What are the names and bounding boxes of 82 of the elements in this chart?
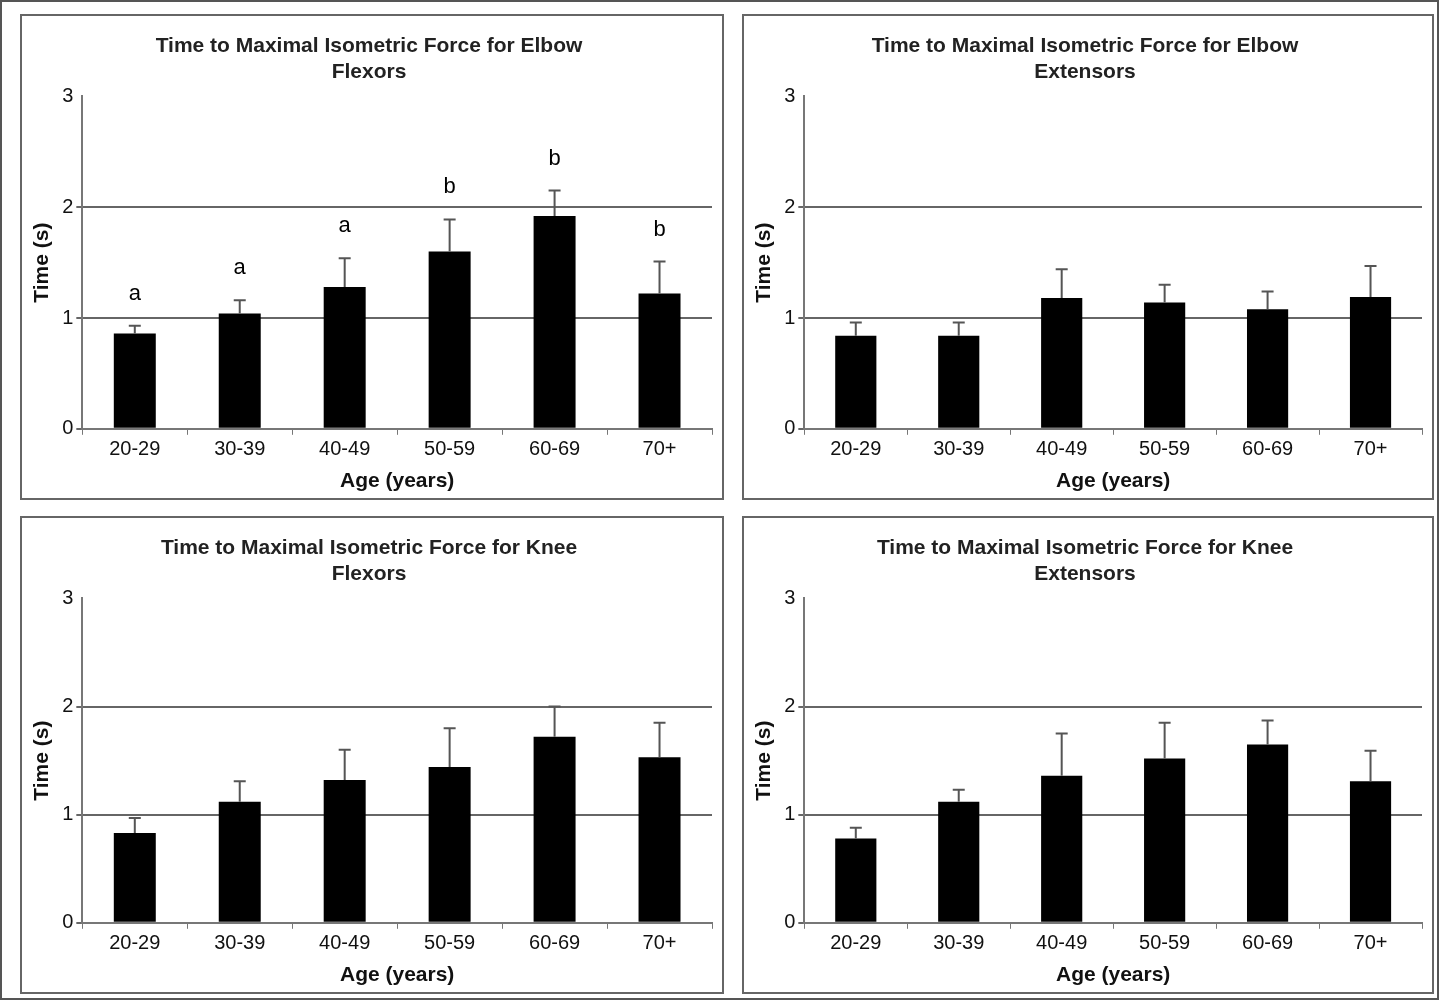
y-axis-title: Time (s) xyxy=(29,222,53,303)
bar xyxy=(638,757,681,922)
y-tick-label: 3 xyxy=(62,585,74,608)
y-axis-title: Time (s) xyxy=(29,720,53,801)
annotation: a xyxy=(338,212,352,238)
x-axis-title: Age (years) xyxy=(1055,962,1171,986)
bar xyxy=(113,833,156,922)
x-tick-label: 40-49 xyxy=(319,931,371,954)
y-tick-label: 3 xyxy=(62,83,74,106)
bar xyxy=(638,293,681,428)
chart-title: Time to Maximal Isometric Force for Knee Extensors xyxy=(876,535,1294,584)
x-tick-label: 20-29 xyxy=(109,931,161,954)
x-tick-label: 60-69 xyxy=(1242,931,1294,954)
y-tick-label: 1 xyxy=(62,802,74,825)
bar xyxy=(428,251,471,428)
x-tick-label: 50-59 xyxy=(1139,931,1191,954)
bar xyxy=(835,335,877,428)
x-tick-label: 30-39 xyxy=(933,931,985,954)
x-tick-label: 70+ xyxy=(1353,931,1388,954)
x-tick-label: 20-29 xyxy=(830,931,882,954)
x-tick-label: 50-59 xyxy=(1139,437,1191,460)
bar xyxy=(323,286,366,428)
bar xyxy=(1246,744,1289,922)
x-axis-title: Age (years) xyxy=(339,962,455,986)
bar xyxy=(1041,775,1083,922)
y-axis-title: Time (s) xyxy=(751,222,775,303)
y-tick-label: 1 xyxy=(784,305,796,328)
x-tick-label: 50-59 xyxy=(424,437,476,460)
bar xyxy=(218,313,261,428)
bar xyxy=(533,736,576,922)
x-tick-label: 20-29 xyxy=(109,437,161,460)
bar xyxy=(323,780,366,922)
annotation: b xyxy=(653,215,666,241)
bar xyxy=(938,335,980,428)
chart-title: Time to Maximal Isometric Force for Elbow Flexors xyxy=(155,33,584,82)
x-tick-label: 30-39 xyxy=(214,931,266,954)
annotation: a xyxy=(128,279,142,305)
annotation: a xyxy=(233,254,247,280)
chart-title: Time to Maximal Isometric Force for Knee Flexors xyxy=(160,535,578,584)
bar xyxy=(428,767,471,922)
bar xyxy=(1246,309,1289,428)
x-tick-label: 40-49 xyxy=(1036,437,1088,460)
y-tick-label: 2 xyxy=(784,694,796,717)
bar xyxy=(1349,781,1392,922)
x-tick-label: 70+ xyxy=(642,931,677,954)
x-axis-title: Age (years) xyxy=(1055,468,1171,492)
x-tick-label: 30-39 xyxy=(933,437,985,460)
y-tick-label: 3 xyxy=(784,585,796,608)
x-tick-label: 40-49 xyxy=(1036,931,1088,954)
bar xyxy=(1349,296,1392,428)
x-tick-label: 20-29 xyxy=(830,437,882,460)
x-tick-label: 40-49 xyxy=(319,437,371,460)
y-tick-label: 2 xyxy=(784,194,796,217)
x-tick-label: 30-39 xyxy=(214,437,266,460)
y-tick-label: 2 xyxy=(62,194,74,217)
y-axis-title: Time (s) xyxy=(751,720,775,801)
bar xyxy=(218,801,261,922)
x-axis-title: Age (years) xyxy=(339,468,455,492)
y-tick-label: 0 xyxy=(62,910,74,933)
y-tick-label: 0 xyxy=(784,416,796,439)
bar xyxy=(113,333,156,428)
x-tick-label: 60-69 xyxy=(529,437,581,460)
bar xyxy=(1144,758,1186,922)
annotation: b xyxy=(443,173,456,199)
bar xyxy=(1144,302,1186,428)
x-tick-label: 60-69 xyxy=(529,931,581,954)
x-tick-label: 70+ xyxy=(1353,437,1388,460)
y-tick-label: 0 xyxy=(62,416,74,439)
y-tick-label: 3 xyxy=(784,83,796,106)
y-tick-label: 1 xyxy=(784,802,796,825)
y-tick-label: 1 xyxy=(62,305,74,328)
y-tick-label: 2 xyxy=(62,694,74,717)
bar xyxy=(1041,298,1083,428)
y-tick-label: 0 xyxy=(784,910,796,933)
x-tick-label: 70+ xyxy=(642,437,677,460)
bar xyxy=(533,216,576,428)
annotation: b xyxy=(548,144,561,170)
bar xyxy=(835,838,877,922)
x-tick-label: 50-59 xyxy=(424,931,476,954)
chart-title: Time to Maximal Isometric Force for Elbow Extensors xyxy=(871,33,1300,82)
x-tick-label: 60-69 xyxy=(1242,437,1294,460)
bar xyxy=(938,801,980,922)
